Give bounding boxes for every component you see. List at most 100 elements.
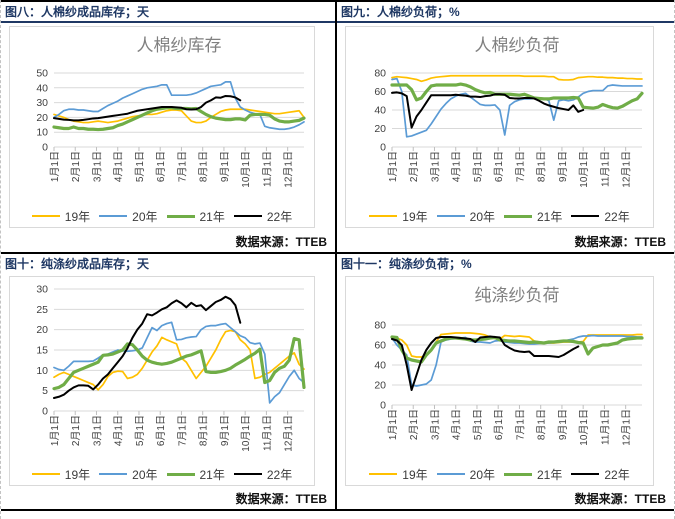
legend-item: 21年 xyxy=(166,466,225,483)
chart8-plot: 0 10 20 30 40 50 1月1日 2月1日 3月1日 4月1日 5月1日 6月1日 7月1日 8… xyxy=(10,27,314,209)
chart-canvas: 0 10 20 30 40 50 1月1日 2月1日 3月1日 4月1日 5月1日 6月1日 7月1日 8… xyxy=(36,36,306,188)
legend-swatch xyxy=(436,473,465,475)
x-tick-label: 12月1日 xyxy=(283,415,295,452)
chart-canvas: 0 20 40 60 80 1月1日 2月1日 3月1日 4月1日 5月1日 6月1日 7月1日 8月1… xyxy=(374,36,644,188)
y-tick-label: 30 xyxy=(36,284,48,296)
y-tick-label: 30 xyxy=(36,97,48,109)
y-tick-label: 20 xyxy=(36,324,48,336)
source-label: 数据来源： xyxy=(574,492,635,506)
legend-item: 19年 xyxy=(369,466,428,483)
x-tick-label: 11月1日 xyxy=(261,151,273,187)
legend-label: 22年 xyxy=(604,209,630,224)
chart9-legend: 19年 20年 21年 22年 xyxy=(369,205,630,227)
legend-item: 22年 xyxy=(233,466,293,483)
legend-item: 20年 xyxy=(436,208,495,225)
legend-swatch xyxy=(233,215,262,217)
legend-label: 22年 xyxy=(266,467,293,482)
x-tick-label: 10月1日 xyxy=(240,415,252,452)
legend-label: 19年 xyxy=(64,209,91,224)
x-tick-label: 5月1日 xyxy=(471,151,483,182)
x-tick-label: 8月1日 xyxy=(198,151,210,182)
x-tick-label: 12月1日 xyxy=(620,151,632,188)
chart11-box: 0 20 40 60 80 1月1日 2月1日 3月1日 4月1日 5月1日 6月1日 7月1日 8月1… xyxy=(345,276,654,486)
chart-canvas: 0 20 40 60 80 1月1日 2月1日 3月1日 4月1日 5月1日 6月1日 7月1日 8月1… xyxy=(374,286,644,446)
y-tick-label: 60 xyxy=(374,86,386,98)
chart10-data-source: 数据来源：TTEB xyxy=(1,490,335,509)
series-line-2 xyxy=(389,82,644,110)
chart-title: 人棉纱库存 xyxy=(137,36,222,55)
series-line-2 xyxy=(52,337,306,391)
x-tick-label: 2月1日 xyxy=(70,151,82,182)
series-line-1 xyxy=(53,321,305,404)
legend-label: 21年 xyxy=(199,209,225,224)
x-tick-label: 8月1日 xyxy=(535,151,547,182)
chart11-header: 图十一：纯涤纱负荷；% xyxy=(341,257,472,271)
legend-label: 19年 xyxy=(402,209,428,224)
source-label: 数据来源： xyxy=(235,492,296,506)
chart-cell-11: 图十一：纯涤纱负荷；% 0 20 40 60 80 1月1日 2月1日 3月1日 4月1日 5月1… xyxy=(337,254,674,509)
legend-swatch xyxy=(369,473,398,475)
x-tick-label: 7月1日 xyxy=(514,151,526,182)
x-tick-label: 8月1日 xyxy=(198,415,210,446)
chart9-data-source: 数据来源：TTEB xyxy=(337,233,674,252)
legend-item: 22年 xyxy=(571,466,630,483)
legend-item: 20年 xyxy=(436,466,495,483)
x-tick-label: 4月1日 xyxy=(450,409,462,440)
chart11-data-source: 数据来源：TTEB xyxy=(337,490,674,509)
legend-label: 20年 xyxy=(132,209,158,224)
y-tick-label: 60 xyxy=(374,340,386,352)
chart-title: 人棉纱负荷 xyxy=(474,36,559,55)
series-line-1 xyxy=(390,334,643,387)
x-tick-label: 1月1日 xyxy=(49,151,61,182)
x-tick-label: 10月1日 xyxy=(578,409,590,446)
x-tick-label: 3月1日 xyxy=(429,151,441,182)
chart11-legend: 19年 20年 21年 22年 xyxy=(369,463,630,485)
y-tick-label: 40 xyxy=(374,105,386,117)
y-tick-label: 40 xyxy=(374,360,386,372)
legend-swatch xyxy=(233,473,262,475)
chart11-plot: 0 20 40 60 80 1月1日 2月1日 3月1日 4月1日 5月1日 6月1日 7月1日 8月1… xyxy=(348,277,652,467)
legend-label: 21年 xyxy=(199,467,225,482)
legend-item: 21年 xyxy=(166,208,225,225)
x-tick-label: 7月1日 xyxy=(176,415,188,446)
x-tick-label: 9月1日 xyxy=(556,151,568,182)
series-line-0 xyxy=(53,108,305,124)
chart10-box: 0 5 10 15 20 25 30 1月1日 2月1日 3月1日 4月1日 5月1日 6月1日 7月1日… xyxy=(9,276,315,486)
legend-swatch xyxy=(31,473,60,475)
x-tick-label: 7月1日 xyxy=(514,409,526,440)
chart8-header: 图八：人棉纱成品库存；天 xyxy=(1,2,335,23)
chart10-header: 图十：纯涤纱成品库存；天 xyxy=(5,257,150,271)
x-tick-label: 11月1日 xyxy=(599,409,611,445)
x-tick-label: 1月1日 xyxy=(49,415,61,446)
legend-label: 21年 xyxy=(537,209,563,224)
series-line-3 xyxy=(390,335,579,391)
x-tick-label: 12月1日 xyxy=(283,151,295,188)
x-tick-label: 11月1日 xyxy=(261,415,273,451)
y-tick-label: 20 xyxy=(374,123,386,135)
x-tick-label: 12月1日 xyxy=(620,409,632,446)
source-value: TTEB xyxy=(295,235,327,249)
x-tick-label: 2月1日 xyxy=(70,415,82,446)
source-label: 数据来源： xyxy=(235,235,296,249)
series-line-3 xyxy=(53,295,242,399)
legend-item: 20年 xyxy=(99,466,158,483)
legend-swatch xyxy=(571,473,600,475)
series-line-0 xyxy=(390,74,643,83)
series-line-3 xyxy=(53,94,242,122)
chart8-box: 0 10 20 30 40 50 1月1日 2月1日 3月1日 4月1日 5月1日 6月1日 7月1日 8… xyxy=(9,26,315,228)
series-line-1 xyxy=(390,77,643,138)
x-tick-label: 9月1日 xyxy=(219,151,231,182)
x-tick-label: 8月1日 xyxy=(535,409,547,440)
x-tick-label: 6月1日 xyxy=(155,415,167,446)
y-tick-label: 20 xyxy=(36,112,48,124)
legend-swatch xyxy=(31,215,60,217)
x-tick-label: 1月1日 xyxy=(387,151,399,182)
x-tick-label: 2月1日 xyxy=(408,151,420,182)
x-tick-label: 4月1日 xyxy=(113,415,125,446)
x-tick-label: 3月1日 xyxy=(91,151,103,182)
legend-item: 21年 xyxy=(504,466,562,483)
chart10-plot: 0 5 10 15 20 25 30 1月1日 2月1日 3月1日 4月1日 5月1日 6月1日 7月1日… xyxy=(10,277,314,467)
x-tick-label: 7月1日 xyxy=(176,151,188,182)
y-tick-label: 5 xyxy=(42,385,48,397)
legend-item: 20年 xyxy=(99,208,158,225)
